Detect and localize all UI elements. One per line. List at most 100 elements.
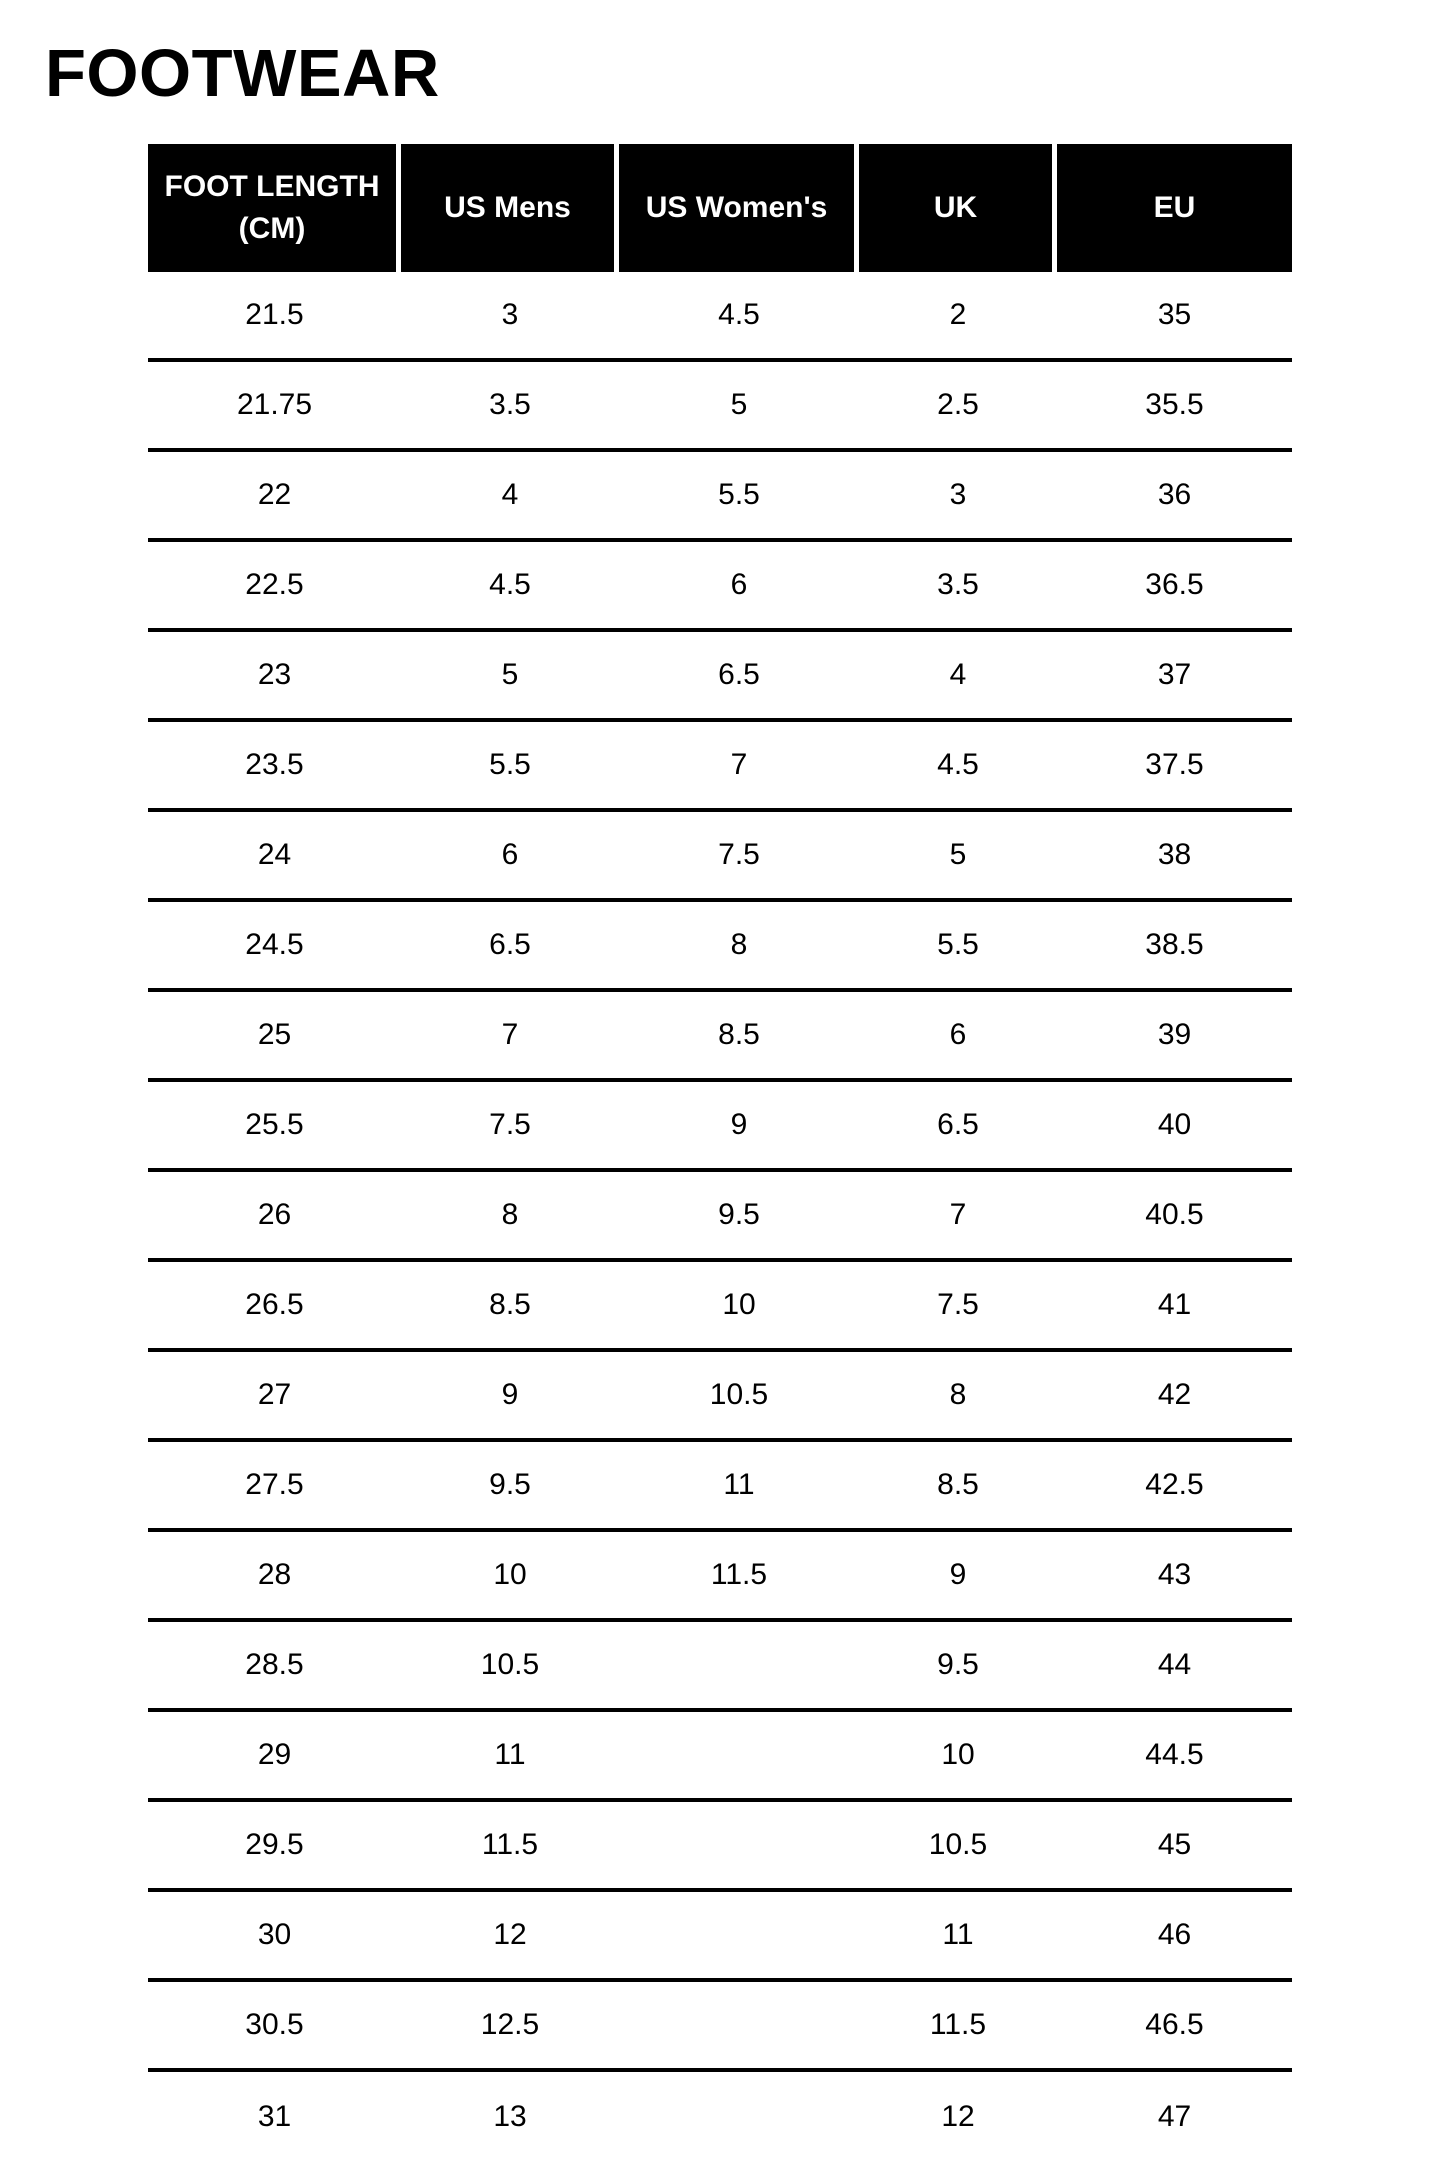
column-header-line: US Mens: [444, 191, 571, 224]
table-cell: 10.5: [480, 1648, 540, 1681]
table-cell: 2: [949, 298, 967, 331]
table-cell: 21.5: [245, 298, 304, 331]
table-row: 29.5 11.5 10.5 45: [148, 1802, 1292, 1892]
table-cell: 10.5: [928, 1828, 988, 1861]
table-cell: 11.5: [710, 1558, 768, 1591]
table-row: 22 4 5.5 3 36: [148, 452, 1292, 542]
table-cell: [619, 1622, 859, 1708]
table-cell: 5: [730, 388, 748, 421]
table-row: 23 5 6.5 4 37: [148, 632, 1292, 722]
table-cell: 9.5: [489, 1468, 531, 1501]
column-header-line: FOOT LENGTH: [164, 170, 380, 203]
table-cell: 25.5: [245, 1108, 304, 1141]
table-cell: 4.5: [718, 298, 760, 331]
footwear-size-table: FOOT LENGTH (CM) US Mens US Women's UK EU 21.…: [148, 144, 1292, 2160]
table-cell: [619, 1982, 859, 2068]
table-cell: 36: [1157, 478, 1192, 511]
table-cell: 10: [941, 1738, 975, 1771]
table-cell: 11: [494, 1738, 526, 1771]
table-cell: 11: [723, 1468, 755, 1501]
table-cell: 5: [501, 658, 519, 691]
table-cell: 42.5: [1145, 1468, 1204, 1501]
table-cell: 7.5: [718, 838, 760, 871]
table-cell: 44.5: [1145, 1738, 1204, 1771]
table-cell: [619, 1802, 859, 1888]
column-header-line: UK: [933, 191, 978, 224]
table-body: 21.5 3 4.5 2 35 21.75 3.5 5 2.5 35.5 22 4 5.5 3 36 22.5…: [148, 272, 1292, 2160]
table-cell: 8: [949, 1378, 967, 1411]
table-row: 24.5 6.5 8 5.5 38.5: [148, 902, 1292, 992]
table-cell: 7: [730, 748, 748, 781]
table-cell: 46: [1157, 1918, 1192, 1951]
table-cell: 28: [257, 1558, 292, 1591]
table-row: 26 8 9.5 7 40.5: [148, 1172, 1292, 1262]
table-header-row: FOOT LENGTH (CM) US Mens US Women's UK EU: [148, 144, 1292, 272]
table-cell: 4.5: [937, 748, 979, 781]
table-cell: 3: [501, 298, 519, 331]
table-cell: 8: [501, 1198, 519, 1231]
table-cell: [619, 2072, 859, 2160]
table-row: 31 13 12 47: [148, 2072, 1292, 2160]
table-cell: 11.5: [929, 2008, 987, 2041]
table-row: 28 10 11.5 9 43: [148, 1532, 1292, 1622]
table-cell: 4: [949, 658, 967, 691]
table-cell: 39: [1157, 1018, 1192, 1051]
table-cell: 8: [730, 928, 748, 961]
table-cell: 30.5: [245, 2008, 304, 2041]
table-cell: 45: [1157, 1828, 1192, 1861]
column-header-line: (CM): [238, 212, 306, 245]
table-cell: 6: [730, 568, 748, 601]
table-cell: 10: [722, 1288, 756, 1321]
column-header-foot-length-cm: FOOT LENGTH (CM): [148, 144, 401, 272]
table-cell: 42: [1157, 1378, 1192, 1411]
table-cell: 23: [257, 658, 292, 691]
table-row: 22.5 4.5 6 3.5 36.5: [148, 542, 1292, 632]
table-cell: 24.5: [245, 928, 304, 961]
table-cell: 7: [501, 1018, 519, 1051]
column-header-us-womens: US Women's: [619, 144, 859, 272]
table-cell: 6: [949, 1018, 967, 1051]
table-cell: 40: [1157, 1108, 1192, 1141]
table-cell: 21.75: [236, 388, 313, 421]
table-cell: 23.5: [245, 748, 304, 781]
column-header-us-mens: US Mens: [401, 144, 619, 272]
table-cell: 26.5: [245, 1288, 304, 1321]
table-cell: 24: [257, 838, 292, 871]
table-cell: 38.5: [1145, 928, 1204, 961]
table-cell: 29: [257, 1738, 292, 1771]
table-cell: 11.5: [481, 1828, 539, 1861]
table-cell: 6.5: [937, 1108, 979, 1141]
table-row: 30.5 12.5 11.5 46.5: [148, 1982, 1292, 2072]
table-cell: 7.5: [489, 1108, 531, 1141]
table-cell: 11: [942, 1918, 974, 1951]
table-row: 23.5 5.5 7 4.5 37.5: [148, 722, 1292, 812]
column-header-eu: EU: [1057, 144, 1292, 272]
table-row: 26.5 8.5 10 7.5 41: [148, 1262, 1292, 1352]
table-cell: 36.5: [1145, 568, 1204, 601]
table-row: 21.75 3.5 5 2.5 35.5: [148, 362, 1292, 452]
table-row: 25 7 8.5 6 39: [148, 992, 1292, 1082]
table-cell: 38: [1157, 838, 1192, 871]
table-cell: 37: [1157, 658, 1192, 691]
table-cell: 46.5: [1145, 2008, 1204, 2041]
table-cell: 3: [949, 478, 967, 511]
table-cell: 27: [257, 1378, 292, 1411]
table-cell: 6: [501, 838, 519, 871]
table-cell: 35: [1157, 298, 1192, 331]
table-cell: 12: [941, 2100, 975, 2133]
table-cell: 2.5: [937, 388, 979, 421]
table-cell: 9.5: [937, 1648, 979, 1681]
table-cell: 10: [493, 1558, 527, 1591]
column-header-line: US Women's: [645, 191, 828, 224]
table-cell: 3.5: [937, 568, 979, 601]
table-cell: 29.5: [245, 1828, 304, 1861]
table-cell: 9: [949, 1558, 967, 1591]
table-cell: 12.5: [480, 2008, 540, 2041]
table-cell: 8.5: [718, 1018, 760, 1051]
table-row: 28.5 10.5 9.5 44: [148, 1622, 1292, 1712]
table-cell: 22: [257, 478, 292, 511]
table-cell: 5: [949, 838, 967, 871]
table-cell: 12: [493, 1918, 527, 1951]
table-row: 21.5 3 4.5 2 35: [148, 272, 1292, 362]
